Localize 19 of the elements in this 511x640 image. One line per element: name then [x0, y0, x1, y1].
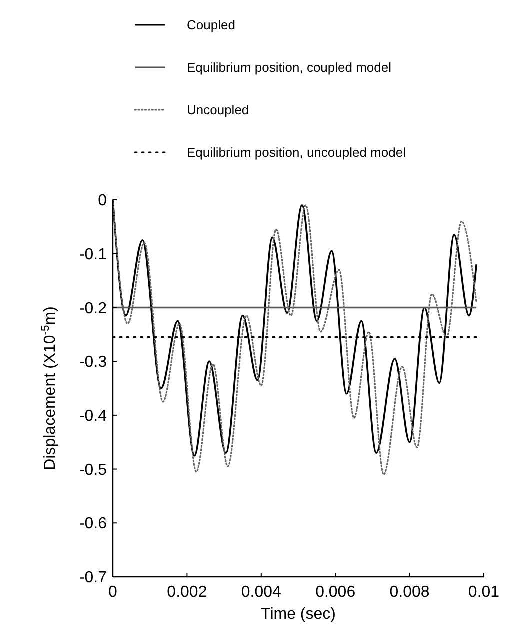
legend-label: Equilibrium position, uncoupled model: [187, 145, 406, 160]
y-tick-label: -0.4: [79, 408, 108, 426]
y-tick-label: 0: [98, 192, 108, 210]
legend-label: Uncoupled: [187, 102, 250, 118]
x-tick-label: 0.004: [241, 584, 282, 601]
x-tick-label: 0.008: [390, 584, 430, 601]
x-tick-label: 0.006: [316, 584, 356, 601]
x-tick-label: 0: [108, 584, 118, 601]
y-tick-label: -0.3: [79, 354, 108, 372]
x-axis-title: Time (sec): [261, 606, 336, 623]
y-tick-label: -0.1: [79, 246, 108, 264]
y-tick-label: -0.5: [79, 462, 108, 479]
y-tick-label: -0.6: [79, 516, 108, 533]
y-tick-label: -0.7: [79, 570, 108, 587]
y-tick-label: -0.2: [79, 300, 108, 318]
legend-label: Equilibrium position, coupled model: [187, 60, 392, 76]
x-tick-label: 0.01: [468, 584, 500, 601]
legend-label: Coupled: [187, 18, 236, 33]
x-tick-label: 0.002: [167, 584, 208, 601]
